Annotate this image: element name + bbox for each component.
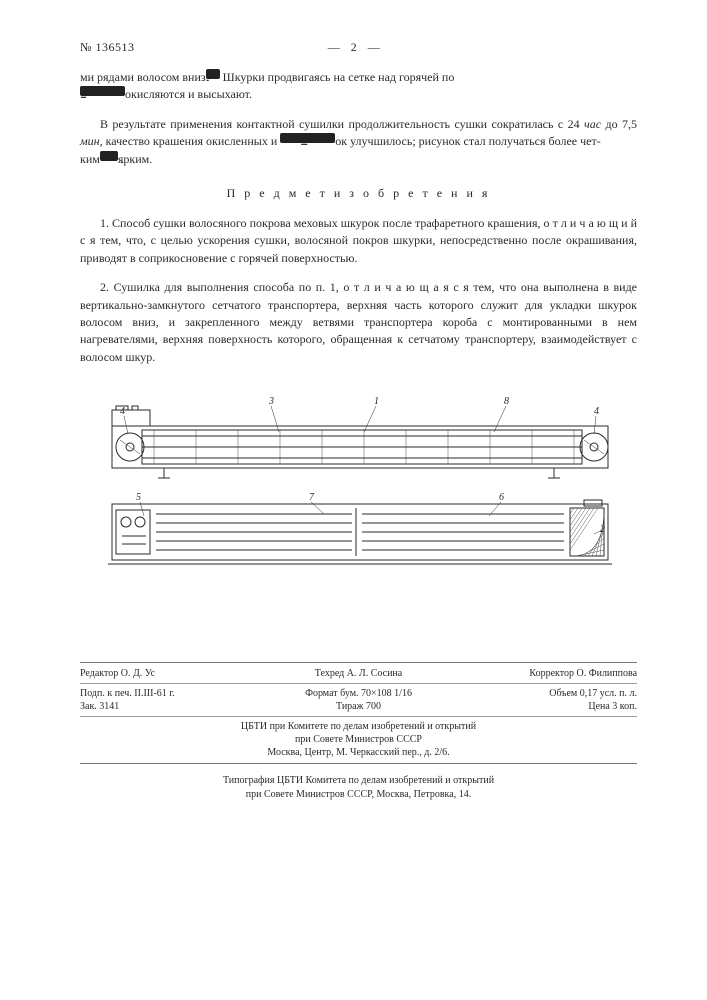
svg-text:8: 8 [504,396,509,407]
colophon-org2: при Совете Министров СССР [80,733,637,746]
smudge-icon: ..... [80,86,125,96]
imprint-block: Типография ЦБТИ Комитета по делам изобре… [80,774,637,802]
smudge-icon: .. [100,151,118,161]
svg-text:6: 6 [499,492,504,503]
imprint-line: при Совете Министров СССР, Москва, Петро… [80,788,637,802]
claim-1: 1. Способ сушки волосяного покрова мехов… [80,215,637,267]
imprint-line: Типография ЦБТИ Комитета по делам изобре… [80,774,637,788]
colophon-org1: ЦБТИ при Комитете по делам изобретений и… [80,720,637,733]
svg-text:1: 1 [374,396,379,407]
claim-2: 2. Сушилка для выполнения способа по п. … [80,279,637,366]
smudge-icon: ...... [280,133,335,143]
svg-text:2: 2 [600,524,605,535]
drawing-svg: 1 2 3 4 4 5 6 7 8 [94,392,624,572]
colophon-print: Зак. 3141 Тираж 700 Цена 3 коп. [80,700,637,713]
svg-text:3: 3 [268,396,274,407]
svg-text:4: 4 [594,406,599,417]
page-header: № 136513 — 2 — [80,40,637,55]
colophon-staff: Редактор О. Д. Ус Техред А. Л. Сосина Ко… [80,667,637,680]
colophon-block: Редактор О. Д. Ус Техред А. Л. Сосина Ко… [80,662,637,764]
smudge-icon: .. [206,69,220,79]
paragraph-1: ми рядами волосом вниз.. Шкурки продвига… [80,69,637,104]
svg-text:5: 5 [136,492,141,503]
technical-drawing: 1 2 3 4 4 5 6 7 8 [94,392,624,572]
claims-title: П р е д м е т и з о б р е т е н и я [80,186,637,201]
svg-text:4: 4 [120,406,125,417]
paragraph-2: В результате применения контактной сушил… [80,116,637,168]
colophon-format: Подп. к печ. II.III-61 г. Формат бум. 70… [80,687,637,700]
colophon-addr: Москва, Центр, М. Черкасский пер., д. 2/… [80,746,637,759]
page-number: — 2 — [134,40,577,55]
document-number: № 136513 [80,40,134,55]
svg-text:7: 7 [309,492,315,503]
